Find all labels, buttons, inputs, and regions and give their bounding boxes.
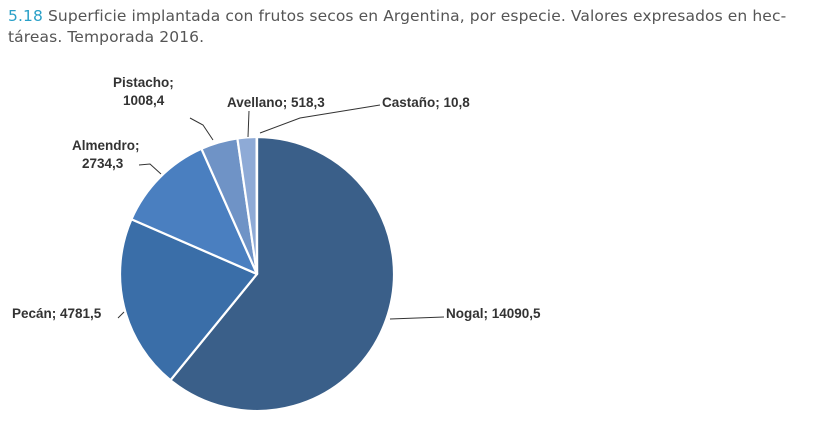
slice-label-line: Castaño; 10,8 [382, 95, 470, 110]
slice-label-line: Almendro; [72, 138, 140, 153]
slice-label-line: Pecán; 4781,5 [12, 306, 102, 321]
figure-caption-text-2: táreas. Temporada 2016. [8, 28, 205, 46]
slice-label-line: Pistacho; [113, 75, 174, 90]
leader-line [117, 311, 125, 319]
leader-line [189, 117, 214, 141]
figure-caption: 5.18 Superficie implantada con frutos se… [8, 6, 808, 48]
leader-line [247, 110, 250, 138]
slice-label-line: 1008,4 [123, 93, 165, 108]
slice-label: Almendro; 2734,3 [72, 138, 140, 171]
leader-line [259, 104, 381, 134]
slice-label-line: Nogal; 14090,5 [446, 306, 541, 321]
pie-slice-almendro [130, 147, 259, 276]
slice-label: Avellano; 518,3 [227, 95, 325, 110]
figure-number: 5.18 [8, 7, 43, 25]
leader-lines [117, 104, 445, 320]
slice-labels: Nogal; 14090,5 Pecán; 4781,5 Almendro; 2734… [12, 75, 541, 321]
slice-label-line: 2734,3 [82, 156, 124, 171]
slice-label: Pistacho; 1008,4 [113, 75, 174, 108]
leader-line [138, 163, 162, 175]
slice-label-line: Avellano; 518,3 [227, 95, 325, 110]
figure-caption-text: Superficie implantada con frutos secos e… [47, 7, 787, 25]
pie-slices [118, 135, 396, 413]
pie-slice-nogal [169, 135, 396, 413]
slice-label: Nogal; 14090,5 [446, 306, 541, 321]
slice-label: Castaño; 10,8 [382, 95, 470, 110]
leader-line [389, 316, 445, 320]
slice-label: Pecán; 4781,5 [12, 306, 102, 321]
